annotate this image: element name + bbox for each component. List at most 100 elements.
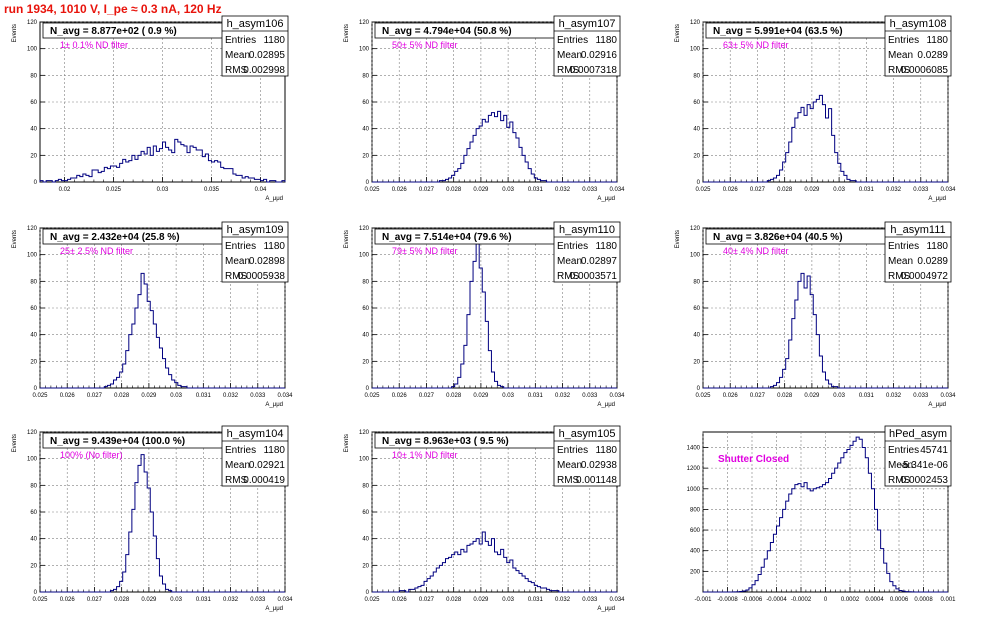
y-axis-label: Events bbox=[344, 230, 350, 248]
y-tick-label: 100 bbox=[27, 457, 38, 463]
x-tick-label: 0.029 bbox=[804, 187, 820, 193]
x-tick-label: 0.0006 bbox=[890, 597, 909, 603]
y-tick-label: 60 bbox=[362, 510, 369, 516]
filter-label: Shutter Closed bbox=[718, 454, 789, 465]
x-tick-label: 0.027 bbox=[419, 393, 435, 399]
x-tick-label: 0.03 bbox=[833, 393, 845, 399]
x-tick-label: 0.032 bbox=[555, 393, 571, 399]
y-tick-label: 100 bbox=[27, 253, 38, 259]
x-tick-label: 0.029 bbox=[473, 187, 489, 193]
y-tick-label: 80 bbox=[693, 279, 700, 285]
stats-value-rms: 0.001148 bbox=[576, 475, 617, 486]
histogram-line bbox=[40, 272, 285, 389]
y-tick-label: 400 bbox=[690, 549, 701, 555]
stats-box bbox=[553, 15, 621, 77]
y-axis-label: Events bbox=[12, 230, 18, 248]
y-tick-label: 80 bbox=[362, 279, 369, 285]
navg-text: N_avg = 8.877e+02 ( 0.9 %) bbox=[50, 26, 177, 37]
y-axis-label: Events bbox=[675, 24, 681, 42]
panel-h_asym110: 0.025 0.026 0.027 0.028 0.029 0.03 0.031 0.032 0… bbox=[344, 221, 625, 408]
navg-text: N_avg = 3.826e+04 (40.5 %) bbox=[713, 232, 843, 243]
x-tick-label: 0.028 bbox=[446, 393, 462, 399]
histogram-name: hPed_asym bbox=[889, 428, 947, 440]
stats-value-entries: 1180 bbox=[926, 241, 948, 252]
stats-value-mean: 0.02895 bbox=[249, 50, 286, 61]
y-tick-label: 0 bbox=[366, 590, 370, 596]
navg-text: N_avg = 5.991e+04 (63.5 %) bbox=[713, 26, 843, 37]
panel-h_asym106: 0.02 0.025 0.03 0.035 0.04 0 20 40 60 80 100 120 Eve… bbox=[12, 15, 289, 202]
x-tick-label: 0.032 bbox=[555, 597, 571, 603]
x-tick-label: 0.031 bbox=[859, 187, 875, 193]
filter-label: 1± 0.1% ND filter bbox=[60, 40, 128, 50]
histogram-name: h_asym110 bbox=[559, 224, 615, 236]
x-tick-label: 0.029 bbox=[473, 597, 489, 603]
stats-value-entries: 1180 bbox=[263, 241, 285, 252]
x-tick-label: 0.03 bbox=[170, 393, 182, 399]
x-tick-label: -0.0004 bbox=[766, 597, 787, 603]
y-tick-label: 60 bbox=[30, 100, 37, 106]
panel-h_asym104: 0.025 0.026 0.027 0.028 0.029 0.03 0.031 0.032 0… bbox=[12, 425, 293, 612]
histogram-name: h_asym105 bbox=[559, 428, 616, 440]
x-tick-label: 0.026 bbox=[723, 393, 739, 399]
y-tick-label: 60 bbox=[693, 100, 700, 106]
x-tick-label: 0.025 bbox=[695, 393, 711, 399]
stats-value-entries: 1180 bbox=[926, 35, 948, 46]
stats-label-mean: Mean bbox=[225, 50, 250, 61]
y-axis-label: Events bbox=[12, 24, 18, 42]
y-tick-label: 100 bbox=[359, 457, 370, 463]
histogram-name: h_asym107 bbox=[559, 18, 616, 30]
stats-label-rms: RMS bbox=[557, 271, 580, 282]
histogram-name: h_asym109 bbox=[227, 224, 284, 236]
x-tick-label: 0.033 bbox=[582, 597, 598, 603]
stats-label-mean: Mean bbox=[888, 256, 913, 267]
x-tick-label: 0.032 bbox=[886, 187, 902, 193]
filter-label: 79± 5% ND filter bbox=[392, 246, 457, 256]
x-tick-label: 0.035 bbox=[204, 187, 220, 193]
stats-label-rms: RMS bbox=[888, 271, 911, 282]
x-axis-label: A_μμd bbox=[928, 196, 946, 202]
navg-text: N_avg = 9.439e+04 (100.0 %) bbox=[50, 436, 185, 447]
x-tick-label: 0.029 bbox=[804, 393, 820, 399]
stats-label-mean: Mean bbox=[557, 460, 582, 471]
panel-h_asym108: 0.025 0.026 0.027 0.028 0.029 0.03 0.031 0.032 0… bbox=[675, 15, 956, 202]
y-tick-label: 60 bbox=[30, 510, 37, 516]
y-tick-label: 80 bbox=[362, 483, 369, 489]
stats-label-entries: Entries bbox=[225, 445, 256, 456]
y-tick-label: 0 bbox=[34, 590, 38, 596]
stats-value-mean: 0.02898 bbox=[249, 256, 286, 267]
y-tick-label: 120 bbox=[27, 226, 38, 232]
stats-label-entries: Entries bbox=[557, 445, 588, 456]
x-tick-label: 0.001 bbox=[940, 597, 956, 603]
x-tick-label: 0.034 bbox=[609, 393, 625, 399]
panel-h_asym105: 0.025 0.026 0.027 0.028 0.029 0.03 0.031 0.032 0… bbox=[344, 425, 625, 612]
x-tick-label: 0.031 bbox=[859, 393, 875, 399]
x-tick-label: 0.028 bbox=[446, 187, 462, 193]
stats-box bbox=[221, 425, 289, 487]
y-tick-label: 200 bbox=[690, 569, 701, 575]
stats-label-mean: Mean bbox=[557, 256, 582, 267]
y-tick-label: 0 bbox=[34, 386, 38, 392]
histogram-name: h_asym111 bbox=[890, 224, 945, 236]
stats-value-rms: 0.0003571 bbox=[570, 271, 618, 282]
y-tick-label: 0 bbox=[366, 180, 370, 186]
y-axis-label: Events bbox=[344, 434, 350, 452]
x-tick-label: 0.03 bbox=[157, 187, 169, 193]
panel-h_asym107: 0.025 0.026 0.027 0.028 0.029 0.03 0.031 0.032 0… bbox=[344, 15, 625, 202]
stats-label-entries: Entries bbox=[225, 35, 256, 46]
x-axis-label: A_μμd bbox=[597, 606, 615, 612]
x-tick-label: 0.0002 bbox=[841, 597, 860, 603]
x-tick-label: 0.031 bbox=[196, 393, 212, 399]
stats-value-rms: 0.0004972 bbox=[901, 271, 949, 282]
x-tick-label: -0.0002 bbox=[791, 597, 812, 603]
histogram-line bbox=[40, 454, 285, 593]
y-tick-label: 20 bbox=[30, 359, 37, 365]
stats-value-mean: 0.02921 bbox=[249, 460, 286, 471]
y-axis-label: Events bbox=[675, 230, 681, 248]
stats-value-entries: 1180 bbox=[263, 35, 285, 46]
stats-value-entries: 1180 bbox=[595, 241, 617, 252]
y-tick-label: 80 bbox=[30, 483, 37, 489]
stats-label-rms: RMS bbox=[225, 475, 248, 486]
y-tick-label: 60 bbox=[30, 306, 37, 312]
x-tick-label: 0.031 bbox=[196, 597, 212, 603]
x-tick-label: 0.026 bbox=[392, 187, 408, 193]
